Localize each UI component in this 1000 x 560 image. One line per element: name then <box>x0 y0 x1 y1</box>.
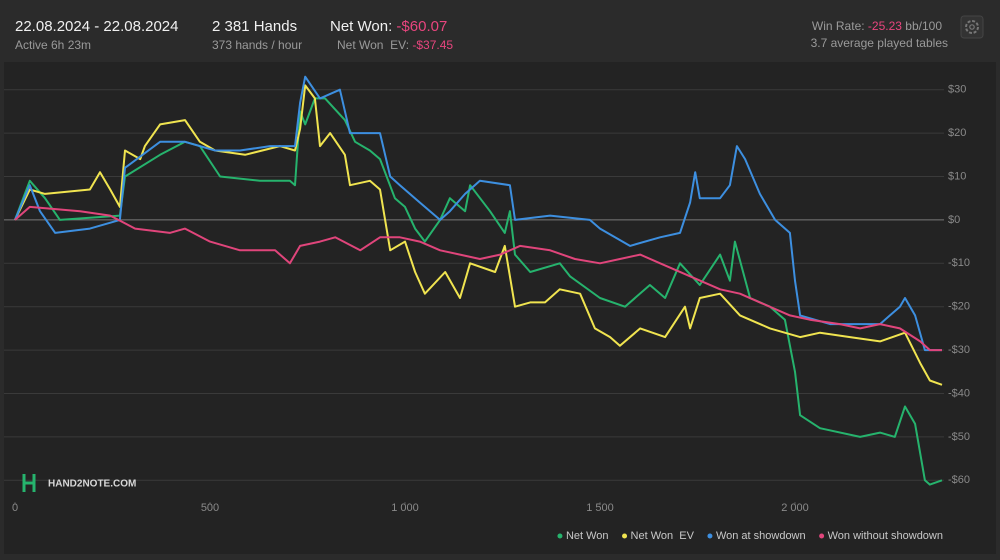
x-tick-label: 0 <box>12 502 18 514</box>
win-rate: Win Rate: -25.23 bb/100 <box>812 19 942 33</box>
date-range: 22.08.2024 - 22.08.2024 <box>15 18 178 35</box>
series-line <box>14 84 943 386</box>
active-time: Active 6h 23m <box>15 38 91 52</box>
net-won: Net Won: -$60.07 <box>330 18 447 35</box>
net-won-ev-value: -$37.45 <box>412 38 453 52</box>
net-won-ev: Net Won EV: -$37.45 <box>337 38 453 52</box>
x-tick-label: 1 500 <box>586 502 614 514</box>
y-tick-label: -$60 <box>948 474 970 486</box>
logo-text: HAND2NOTE.COM <box>48 479 136 490</box>
y-tick-label: -$20 <box>948 301 970 313</box>
y-tick-label: $30 <box>948 84 966 96</box>
logo: HAND2NOTE.COM <box>22 474 136 492</box>
settings-button[interactable] <box>960 15 984 39</box>
legend-marker <box>557 533 563 539</box>
legend-label: Net Won EV <box>631 530 695 542</box>
net-won-label: Net Won: <box>330 18 392 35</box>
win-rate-value: -25.23 <box>868 19 902 33</box>
legend-label: Won without showdown <box>828 530 943 542</box>
legend-marker <box>707 533 713 539</box>
y-tick-label: -$50 <box>948 431 970 443</box>
y-tick-label: -$40 <box>948 387 970 399</box>
y-tick-label: $20 <box>948 127 966 139</box>
win-rate-label: Win Rate: <box>812 19 865 33</box>
legend-marker <box>819 533 825 539</box>
series-line <box>14 75 942 352</box>
hands: 2 381 Hands <box>212 18 297 35</box>
x-tick-label: 1 000 <box>391 502 419 514</box>
legend-label: Won at showdown <box>716 530 806 542</box>
legend-label: Net Won <box>566 530 609 542</box>
y-tick-label: $0 <box>948 214 960 226</box>
hands-rate: 373 hands / hour <box>212 38 302 52</box>
y-tick-label: $10 <box>948 170 966 182</box>
plot: $30 $20 $10 $0 -$10 -$20 -$30 -$40 -$50 -$60 0 500 1… <box>4 75 970 542</box>
series-line <box>14 205 942 352</box>
net-won-ev-label: Net Won EV: <box>337 38 409 52</box>
tables: 3.7 average played tables <box>811 36 948 50</box>
legend-marker <box>622 533 628 539</box>
net-won-value: -$60.07 <box>396 18 447 35</box>
plot-background <box>4 62 996 554</box>
x-tick-label: 2 000 <box>781 502 809 514</box>
x-tick-label: 500 <box>201 502 219 514</box>
y-tick-label: -$10 <box>948 257 970 269</box>
win-rate-unit: bb/100 <box>905 19 942 33</box>
series-line <box>14 97 943 486</box>
y-tick-label: -$30 <box>948 344 970 356</box>
